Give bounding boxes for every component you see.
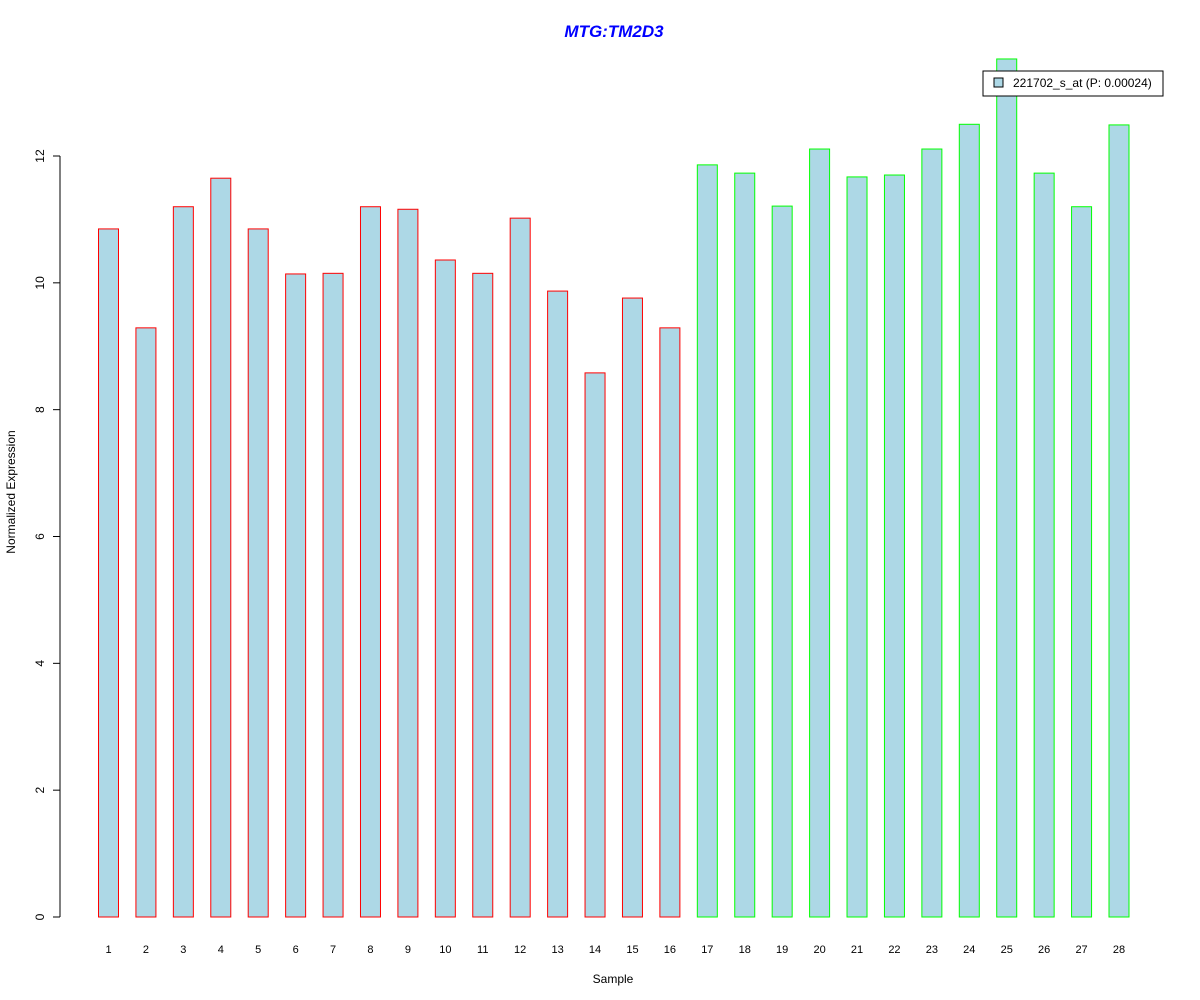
x-axis-label: Sample	[593, 972, 634, 986]
legend-label: 221702_s_at (P: 0.00024)	[1013, 76, 1152, 90]
x-tick-label: 5	[255, 944, 261, 956]
x-tick-label: 28	[1113, 944, 1125, 956]
chart-title: MTG:TM2D3	[564, 22, 664, 41]
x-tick-label: 17	[701, 944, 713, 956]
x-tick-label: 8	[367, 944, 373, 956]
x-tick-label: 10	[439, 944, 451, 956]
x-tick-label: 21	[851, 944, 863, 956]
x-tick-label: 19	[776, 944, 788, 956]
bar-sample-26	[1033, 172, 1055, 918]
x-tick-label: 6	[293, 944, 299, 956]
bars	[98, 58, 1130, 918]
bar-sample-9	[397, 208, 419, 918]
x-tick-label: 23	[926, 944, 938, 956]
x-tick-label: 1	[105, 944, 111, 956]
x-tick-label: 11	[477, 944, 488, 956]
bar-sample-5	[247, 228, 269, 918]
x-tick-label: 26	[1038, 944, 1050, 956]
x-tick-label: 9	[405, 944, 411, 956]
x-tick-label: 27	[1075, 944, 1087, 956]
bar-sample-6	[285, 273, 307, 918]
y-axis: 0 2 4 6 8 10 12	[33, 149, 61, 920]
x-tick-label: 2	[143, 944, 149, 956]
bar-sample-22	[883, 174, 905, 918]
legend-box	[982, 70, 1164, 97]
x-tick-label: 18	[739, 944, 751, 956]
bar-sample-20	[809, 148, 831, 918]
x-tick-label: 24	[963, 944, 975, 956]
bar-sample-18	[734, 172, 756, 918]
x-tick-label: 15	[626, 944, 638, 956]
x-tick-labels: 1 2 3 4 5 6 7 8 9 10 11 12 13 14 15 16 17 18 19 20 21 22 23 24 2…	[105, 944, 1125, 956]
y-tick-label: 12	[33, 149, 47, 163]
bar-sample-21	[846, 176, 868, 918]
x-tick-label: 3	[180, 944, 186, 956]
x-tick-label: 22	[888, 944, 900, 956]
bar-sample-24	[958, 123, 980, 918]
bar-sample-27	[1071, 206, 1093, 918]
x-tick-label: 25	[1001, 944, 1013, 956]
bar-sample-28	[1108, 124, 1130, 918]
y-tick-label: 6	[33, 533, 47, 540]
x-tick-label: 7	[330, 944, 336, 956]
bar-sample-15	[621, 297, 643, 918]
x-tick-label: 4	[218, 944, 224, 956]
bar-sample-11	[472, 272, 494, 918]
x-tick-label: 13	[551, 944, 563, 956]
bar-sample-1	[98, 228, 119, 918]
x-tick-label: 16	[664, 944, 676, 956]
x-tick-label: 20	[813, 944, 825, 956]
legend-swatch	[993, 77, 1004, 88]
y-tick-label: 4	[33, 660, 47, 667]
bar-sample-7	[322, 272, 344, 918]
bar-sample-8	[359, 206, 381, 918]
bar-sample-25	[996, 58, 1018, 918]
bar-sample-2	[135, 327, 157, 918]
legend: 221702_s_at (P: 0.00024)	[982, 70, 1164, 97]
y-tick-label: 2	[33, 787, 47, 794]
bar-sample-14	[584, 372, 606, 918]
bar-sample-23	[921, 148, 943, 918]
bar-sample-4	[210, 177, 232, 918]
bar-sample-10	[434, 259, 456, 918]
bar-sample-3	[172, 206, 194, 918]
y-tick-label: 0	[33, 913, 47, 920]
y-tick-label: 10	[33, 276, 47, 290]
bar-sample-12	[509, 217, 531, 918]
y-axis-label: Normalized Expression	[4, 430, 18, 553]
y-tick-label: 8	[33, 406, 47, 413]
bar-sample-17	[696, 164, 718, 918]
bar-sample-19	[771, 205, 793, 918]
x-tick-label: 14	[589, 944, 601, 956]
x-tick-label: 12	[514, 944, 526, 956]
bar-sample-13	[547, 290, 569, 918]
bar-sample-16	[659, 327, 681, 918]
